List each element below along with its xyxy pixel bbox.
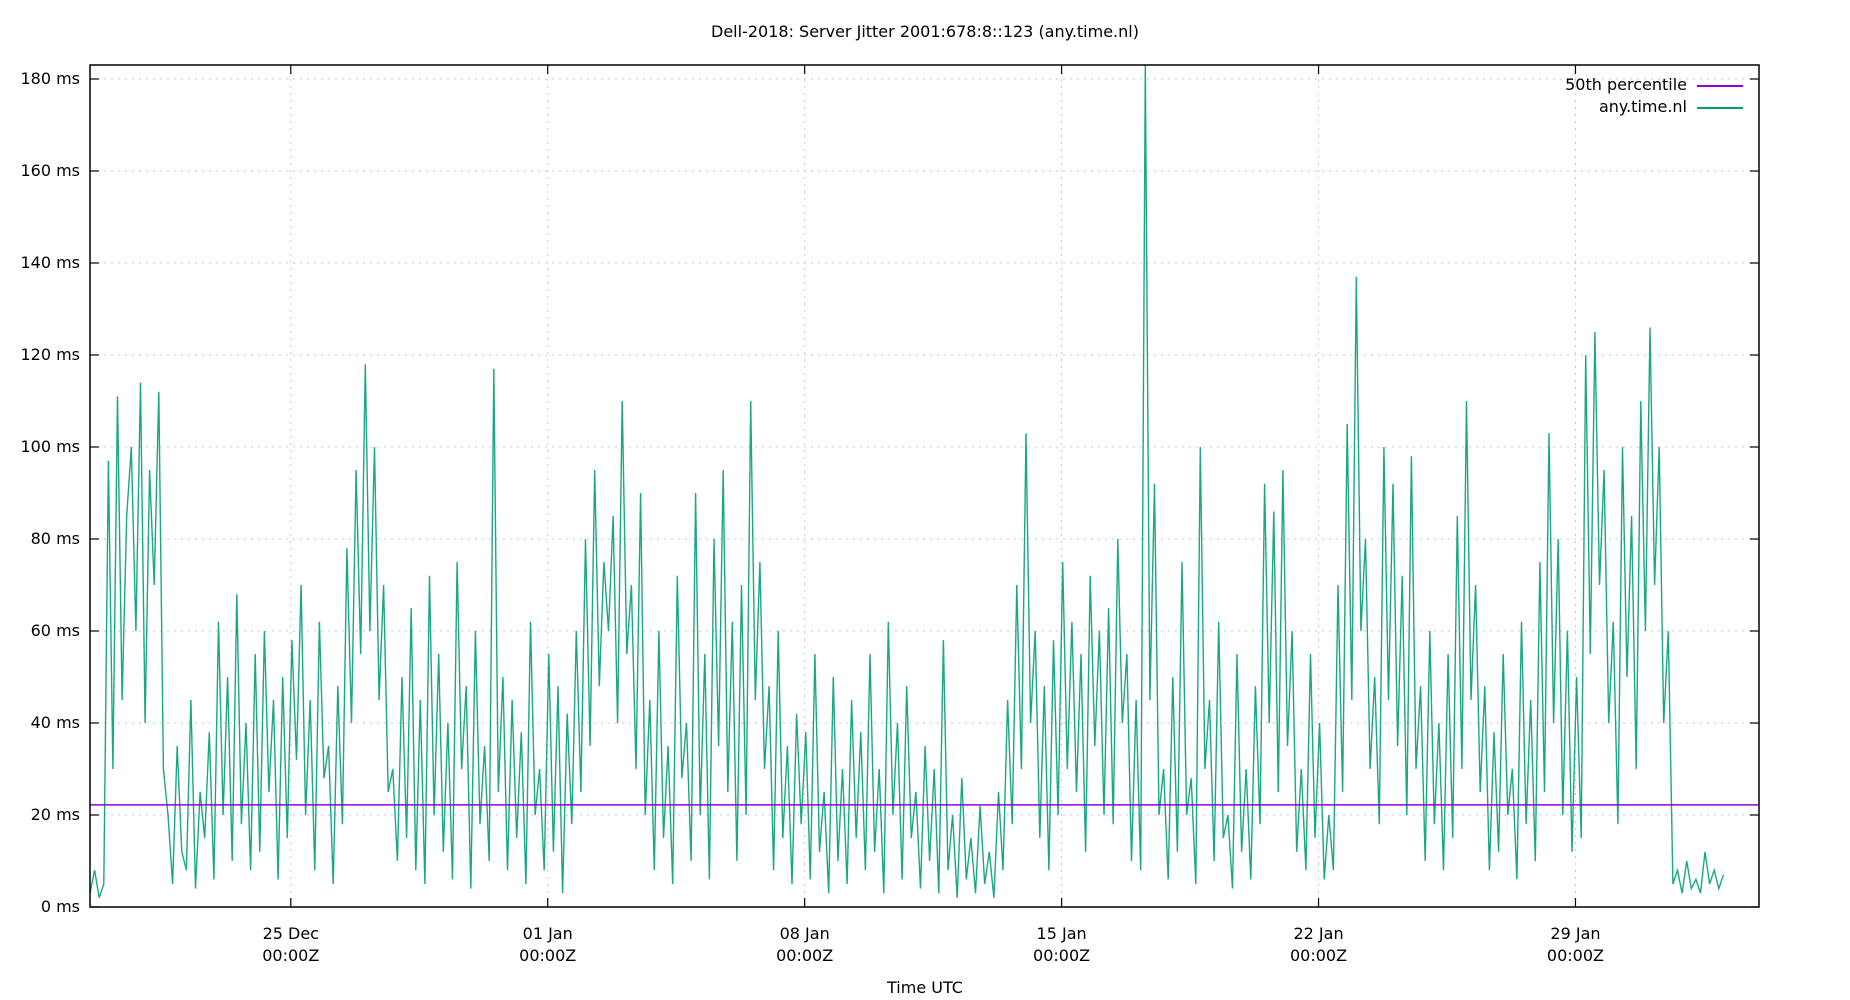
legend-item-50th-percentile: 50th percentile [1387,75,1687,94]
y-tick-label: 80 ms [30,529,80,548]
y-tick-label: 140 ms [20,253,80,272]
legend-item-any-time-nl: any.time.nl [1387,97,1687,116]
y-tick-label: 120 ms [20,345,80,364]
legend-label: any.time.nl [1598,97,1687,116]
y-tick-label: 0 ms [40,897,80,916]
y-tick-label: 100 ms [20,437,80,456]
legend-swatch-green [1697,107,1743,109]
y-tick-label: 160 ms [20,161,80,180]
legend-swatch-purple [1697,85,1743,87]
x-tick-label: 15 Jan 00:00Z [1033,924,1091,965]
legend-label: 50th percentile [1565,75,1687,94]
data-series [89,65,1759,899]
x-tick-label: 01 Jan 00:00Z [519,924,577,965]
y-tick-label: 40 ms [30,713,80,732]
axes [89,64,1760,908]
y-tick-label: 20 ms [30,805,80,824]
x-tick-label: 22 Jan 00:00Z [1289,924,1348,965]
x-axis-title: Time UTC [887,978,963,997]
y-tick-label: 180 ms [20,69,80,88]
x-tick-label: 08 Jan 00:00Z [776,924,834,965]
y-tick-label: 60 ms [30,621,80,640]
x-tick-label: 25 Dec 00:00Z [262,924,320,965]
grid-lines [90,65,1759,907]
chart-title: Dell-2018: Server Jitter 2001:678:8::123… [711,22,1139,41]
x-tick-label: 29 Jan 00:00Z [1546,924,1604,965]
